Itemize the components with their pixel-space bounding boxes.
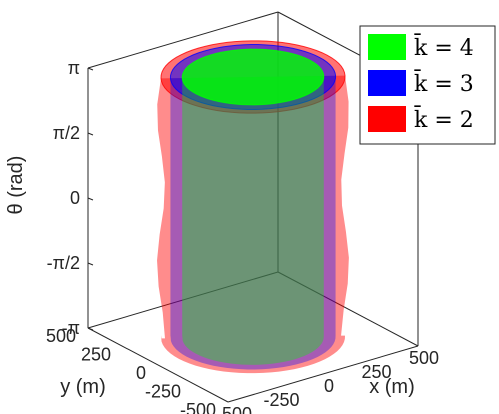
cylinders — [157, 40, 349, 374]
z-tick-label: -π/2 — [47, 253, 80, 273]
z-tick-label: π — [68, 58, 80, 78]
legend-swatch — [368, 70, 406, 96]
y-tick-label: -500 — [180, 400, 216, 414]
legend-swatch — [368, 106, 406, 132]
z-tick-mark — [87, 327, 94, 331]
x-tick-label: 500 — [409, 348, 439, 368]
tick-labels: -π-π/20π/2π-500-2500250500-500-250025050… — [46, 58, 439, 414]
y-tick-label: 250 — [81, 345, 111, 365]
box-edge — [87, 271, 279, 329]
z-tick-mark — [87, 132, 94, 136]
x-tick-label: 0 — [324, 376, 334, 396]
z-tick-label: -π — [62, 318, 80, 338]
legend-swatch — [368, 34, 406, 60]
z-tick-label: π/2 — [53, 123, 80, 143]
y-tick-label: 500 — [46, 326, 76, 346]
x-tick-label: -250 — [263, 390, 299, 410]
x-tick-label: -500 — [216, 404, 252, 414]
cylinder-side — [182, 75, 324, 365]
z-axis-label: θ (rad) — [5, 156, 27, 215]
x-tick-label: 250 — [361, 362, 391, 382]
cylinder-side — [157, 75, 349, 374]
z-tick-mark — [87, 197, 94, 201]
z-tick-mark — [87, 67, 94, 71]
legend-label: k̄ = 4 — [414, 33, 474, 61]
legend-label: k̄ = 2 — [414, 105, 474, 133]
y-axis-line — [87, 327, 229, 403]
axes-box — [87, 11, 419, 403]
z-tick-mark — [87, 262, 94, 266]
x-axis-line — [227, 345, 419, 403]
x-axis-label: x (m) — [369, 376, 415, 398]
cylinder-cap — [182, 49, 324, 105]
box-edge — [277, 271, 419, 347]
box-edge — [87, 11, 279, 69]
legend-label: k̄ = 3 — [414, 69, 474, 97]
y-tick-label: 0 — [136, 363, 146, 383]
y-tick-label: -250 — [145, 382, 181, 402]
z-tick-label: 0 — [70, 188, 80, 208]
cylinder-side — [170, 75, 336, 370]
legend: k̄ = 4 k̄ = 3 k̄ = 2 — [359, 25, 496, 145]
y-axis-label: y (m) — [60, 376, 106, 398]
